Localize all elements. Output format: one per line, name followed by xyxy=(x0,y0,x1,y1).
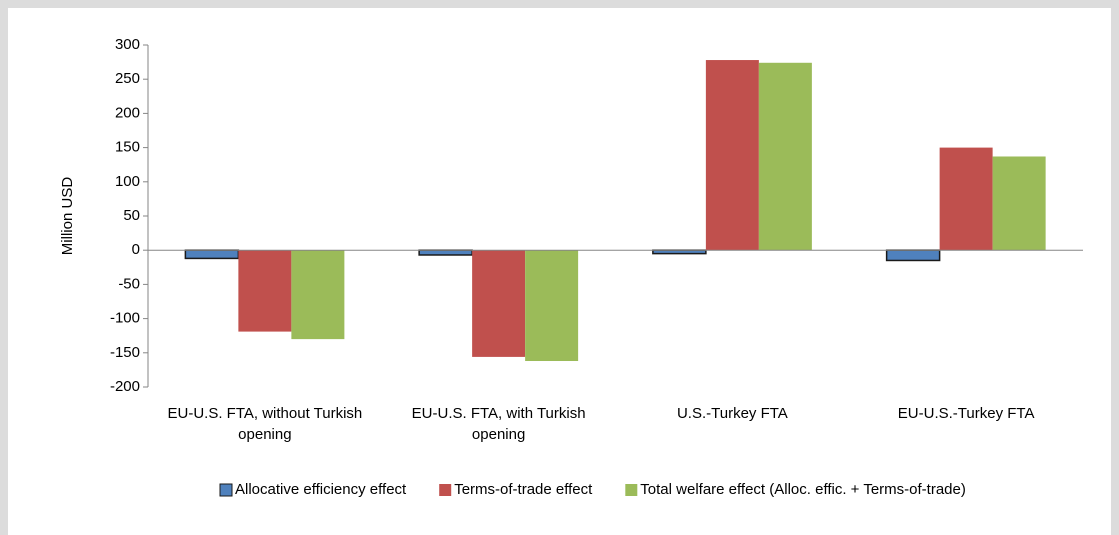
x-tick-label: U.S.-Turkey FTA xyxy=(676,405,788,422)
y-tick-label: -200 xyxy=(110,378,140,395)
bar xyxy=(758,62,812,251)
bar xyxy=(992,156,1046,251)
legend-swatch xyxy=(439,484,452,496)
x-tick-label: EU-U.S. FTA, with Turkish opening xyxy=(411,405,586,443)
y-axis-label: Million USD xyxy=(59,177,76,256)
bar xyxy=(939,147,993,251)
y-tick-label: -150 xyxy=(110,344,140,361)
bar xyxy=(652,249,707,255)
y-tick-label: 300 xyxy=(115,36,140,53)
y-tick-label: 150 xyxy=(115,139,140,156)
y-tick-label: 0 xyxy=(132,241,140,258)
x-tick-label: EU-U.S.-Turkey FTA xyxy=(897,405,1035,422)
bar xyxy=(525,250,579,362)
y-tick-label: -100 xyxy=(110,310,140,327)
bar xyxy=(291,250,345,340)
y-tick-label: 250 xyxy=(115,70,140,87)
y-tick-label: 100 xyxy=(115,173,140,190)
bar xyxy=(418,249,473,256)
y-tick-label: -50 xyxy=(118,275,140,292)
x-tick-label: EU-U.S. FTA, without Turkish opening xyxy=(167,405,363,443)
legend-swatch xyxy=(219,483,233,497)
y-tick-label: 200 xyxy=(115,104,140,121)
bar xyxy=(885,249,941,262)
bar xyxy=(472,250,526,357)
bar xyxy=(238,250,292,332)
y-tick-label: 50 xyxy=(123,207,140,224)
bar xyxy=(184,249,240,260)
legend-swatch xyxy=(625,484,638,496)
legend-label: Terms-of-trade effect xyxy=(454,481,593,498)
legend-label: Total welfare effect (Alloc. effic. + Te… xyxy=(640,481,966,498)
legend-label: Allocative efficiency effect xyxy=(235,481,407,498)
bar xyxy=(705,60,759,251)
